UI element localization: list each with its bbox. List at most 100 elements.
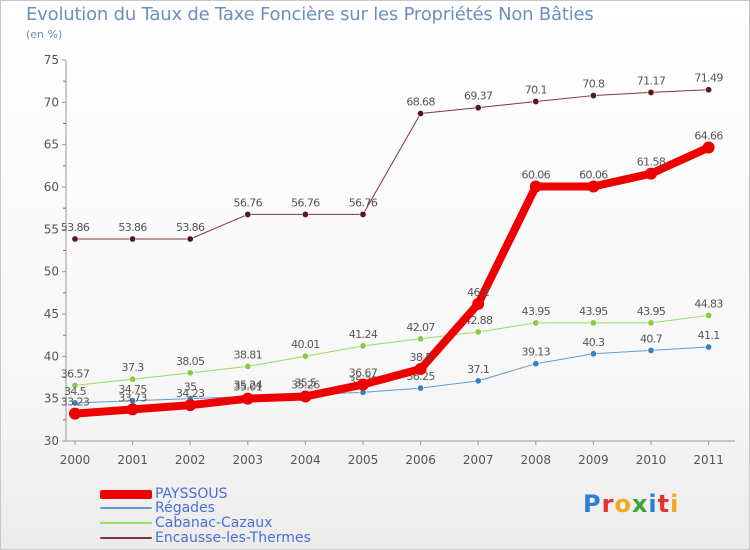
data-label: 35.5 bbox=[294, 376, 317, 389]
data-point bbox=[532, 319, 540, 327]
legend-label: Cabanac-Cazaux bbox=[155, 515, 273, 531]
x-tick-label: 2001 bbox=[117, 453, 148, 467]
y-tick-label: 75 bbox=[44, 53, 59, 67]
data-point bbox=[472, 297, 485, 310]
logo-letter: P bbox=[583, 490, 602, 518]
x-tick-label: 2011 bbox=[693, 453, 724, 467]
data-point bbox=[647, 88, 655, 96]
data-point bbox=[184, 399, 197, 412]
legend-label: Régades bbox=[155, 500, 215, 516]
data-point bbox=[647, 346, 655, 354]
data-point bbox=[299, 390, 312, 403]
data-label: 34.5 bbox=[64, 385, 87, 398]
data-point bbox=[532, 360, 540, 368]
data-point bbox=[244, 210, 252, 218]
series-line bbox=[71, 143, 713, 418]
x-tick-label: 2006 bbox=[405, 453, 436, 467]
data-point bbox=[474, 377, 482, 385]
data-point bbox=[705, 343, 713, 351]
data-label: 44.83 bbox=[694, 297, 723, 310]
logo-letter: i bbox=[670, 490, 680, 518]
data-point bbox=[645, 167, 657, 180]
logo-letter: o bbox=[614, 490, 632, 518]
x-tick-label: 2000 bbox=[60, 453, 91, 467]
series-line bbox=[74, 314, 710, 386]
data-label: 35 bbox=[184, 381, 197, 394]
data-label: 64.66 bbox=[694, 130, 723, 143]
data-label: 61.58 bbox=[637, 156, 666, 169]
data-point bbox=[417, 110, 425, 118]
y-unit-label: (en %) bbox=[26, 28, 63, 41]
data-label: 36.57 bbox=[61, 367, 90, 380]
data-label: 56.76 bbox=[291, 196, 320, 209]
data-point bbox=[417, 335, 425, 343]
data-label: 60.06 bbox=[522, 168, 551, 181]
data-label: 40.01 bbox=[291, 338, 320, 351]
logo-letter: r bbox=[601, 490, 615, 518]
data-point bbox=[71, 381, 79, 389]
data-point bbox=[359, 342, 367, 350]
data-label: 38.5 bbox=[410, 351, 433, 364]
data-point bbox=[301, 352, 309, 360]
data-point bbox=[589, 92, 597, 100]
data-label: 53.86 bbox=[118, 221, 147, 234]
data-label: 60.06 bbox=[579, 168, 608, 181]
legend-item-cabanac-cazaux: Cabanac-Cazaux bbox=[100, 516, 272, 530]
y-tick-label: 45 bbox=[44, 307, 59, 321]
data-label: 43.95 bbox=[637, 305, 666, 318]
data-label: 37.3 bbox=[122, 361, 145, 374]
y-tick-label: 35 bbox=[44, 392, 59, 406]
data-point bbox=[241, 392, 254, 405]
data-label: 42.07 bbox=[406, 321, 435, 334]
data-label: 53.86 bbox=[176, 221, 205, 234]
data-point bbox=[474, 104, 482, 112]
data-label: 40.7 bbox=[640, 332, 663, 345]
data-point bbox=[647, 319, 655, 327]
legend-swatch-regades bbox=[100, 507, 152, 509]
data-label: 70.1 bbox=[525, 83, 547, 96]
data-point bbox=[702, 141, 715, 154]
data-label: 43.95 bbox=[522, 305, 551, 318]
series-line bbox=[74, 89, 710, 240]
logo-letter: i bbox=[648, 490, 658, 518]
data-label: 37.1 bbox=[467, 363, 489, 376]
legend-item-payssous: PAYSSOUS bbox=[100, 487, 228, 501]
data-label: 35.01 bbox=[234, 381, 263, 394]
data-point bbox=[417, 384, 425, 392]
y-tick-label: 30 bbox=[44, 434, 59, 448]
data-point bbox=[129, 235, 137, 243]
x-tick-label: 2005 bbox=[348, 453, 379, 467]
data-label: 36.67 bbox=[349, 367, 378, 380]
data-point bbox=[71, 399, 79, 407]
data-label: 70.8 bbox=[582, 78, 605, 91]
data-point bbox=[69, 407, 81, 420]
x-tick-label: 2002 bbox=[175, 453, 206, 467]
chart-title: Evolution du Taux de Taxe Foncière sur l… bbox=[26, 4, 594, 25]
data-point bbox=[587, 180, 600, 193]
data-label: 40.3 bbox=[582, 336, 605, 349]
y-tick-label: 40 bbox=[44, 349, 59, 363]
proxiti-logo: Proxiti bbox=[583, 490, 679, 518]
x-tick-label: 2003 bbox=[233, 453, 264, 467]
y-tick-label: 55 bbox=[44, 222, 59, 236]
data-point bbox=[589, 319, 597, 327]
data-point bbox=[705, 311, 713, 319]
data-label: 43.95 bbox=[579, 305, 608, 318]
data-label: 71.49 bbox=[694, 72, 723, 85]
data-point bbox=[129, 375, 137, 383]
data-label: 38.05 bbox=[176, 355, 205, 368]
legend-swatch-cabanac-cazaux bbox=[100, 522, 152, 524]
legend-item-regades: Régades bbox=[100, 501, 215, 515]
series-line bbox=[74, 346, 710, 404]
data-point bbox=[532, 97, 540, 105]
data-label: 38.81 bbox=[234, 348, 263, 361]
data-point bbox=[359, 210, 367, 218]
data-label: 41.24 bbox=[349, 328, 378, 341]
y-tick-label: 65 bbox=[44, 138, 59, 152]
data-label: 41.1 bbox=[698, 329, 720, 342]
logo-letter: t bbox=[657, 490, 671, 518]
data-label: 33.73 bbox=[118, 391, 147, 404]
data-label: 34.23 bbox=[176, 387, 205, 400]
